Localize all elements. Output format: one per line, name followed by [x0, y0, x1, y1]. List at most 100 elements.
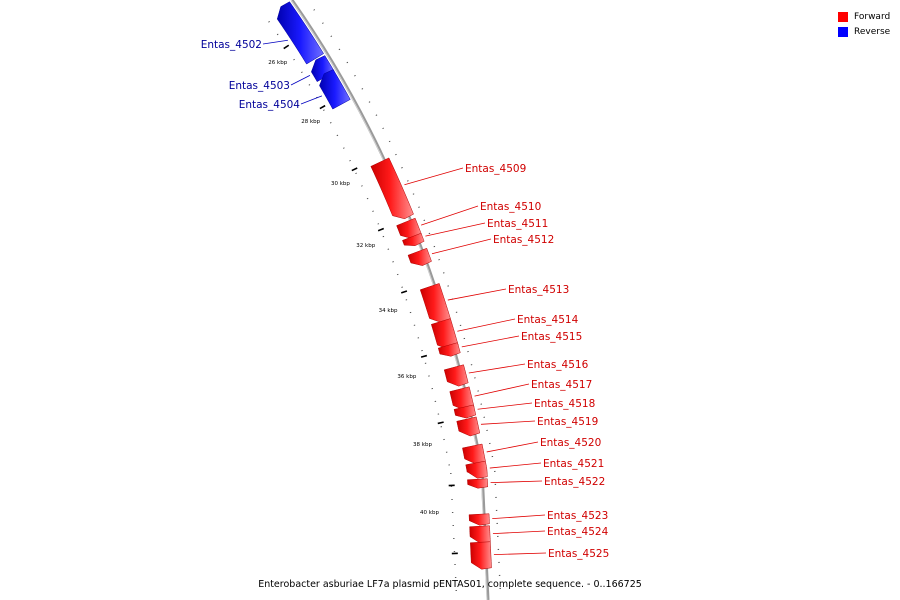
plasmid-backbone-highlight [290, 0, 488, 600]
minor-tick [268, 21, 270, 23]
gene-features [276, 1, 492, 570]
gene-entas-4522 [467, 478, 489, 489]
gene-leader-line [493, 552, 547, 556]
gene-label: Entas_4522 [544, 476, 605, 488]
minor-tick [401, 167, 403, 169]
gene-entas-4525 [470, 541, 492, 570]
gene-label: Entas_4518 [534, 398, 595, 410]
minor-tick [361, 185, 363, 187]
gene-entas-4516 [443, 364, 469, 387]
gene-label: Entas_4504 [239, 99, 301, 111]
minor-tick [375, 114, 378, 116]
gene-leader-line [421, 205, 479, 226]
gene-entas-4502 [276, 1, 324, 65]
gene-entas-4512 [407, 247, 432, 266]
minor-tick [322, 22, 324, 24]
major-tick [283, 44, 290, 50]
axis-tick-label: 26 kbp [268, 60, 287, 66]
gene-leader-line [477, 402, 533, 410]
minor-tick [313, 9, 316, 11]
axis-ticks: 26 kbp 28 kbp 30 kbp 32 kbp 34 kbp 36 kbp 38 k… [268, 9, 501, 591]
major-tick [437, 421, 444, 425]
gene-label: Entas_4520 [540, 437, 601, 449]
minor-tick [338, 48, 341, 51]
legend-forward-label: Forward [854, 11, 891, 22]
minor-tick [388, 140, 391, 143]
gene-leader-line [492, 514, 546, 520]
axis-tick-label: 40 kbp [420, 510, 439, 516]
minor-tick [323, 109, 325, 111]
minor-tick [361, 88, 364, 90]
gene-entas-4523 [468, 513, 490, 526]
gene-entas-4518 [453, 404, 477, 419]
gene-label: Entas_4519 [537, 416, 598, 428]
gene-entas-4519 [456, 416, 481, 437]
minor-tick [354, 74, 356, 77]
axis-tick-label: 32 kbp [356, 243, 375, 249]
minor-tick [382, 127, 384, 130]
gene-labels: Entas_4502 Entas_4503 Entas_4504 Entas_4509… [201, 39, 610, 560]
minor-tick [293, 58, 295, 61]
major-tick [377, 227, 385, 232]
minor-tick [407, 180, 409, 182]
minor-tick [276, 33, 279, 36]
gene-leader-line [474, 383, 530, 397]
minor-tick [336, 134, 339, 137]
gene-leader-line [492, 530, 546, 535]
gene-leader-line [425, 222, 486, 237]
gene-label: Entas_4516 [527, 359, 589, 371]
gene-label: Entas_4515 [521, 331, 582, 343]
gene-leader-line [447, 288, 507, 301]
minor-tick [308, 84, 311, 86]
minor-tick [329, 122, 332, 124]
minor-tick [412, 193, 415, 195]
gene-leader-line [262, 39, 288, 45]
gene-leader-line [486, 441, 539, 453]
gene-entas-4511 [402, 232, 425, 246]
minor-tick [366, 197, 369, 200]
gene-leader-line [480, 420, 536, 425]
gene-entas-4509 [370, 157, 414, 220]
major-tick [420, 354, 428, 358]
legend-reverse-label: Reverse [854, 26, 891, 37]
gene-leader-line [461, 335, 520, 348]
minor-tick [372, 210, 374, 212]
gene-label: Entas_4511 [487, 218, 548, 230]
gene-label: Entas_4509 [465, 163, 526, 175]
minor-tick [418, 206, 420, 208]
legend-forward: Forward [838, 9, 890, 24]
minor-tick [301, 71, 303, 74]
legend: Forward Reverse [838, 9, 890, 39]
gene-label: Entas_4514 [517, 314, 579, 326]
gene-leader-line [457, 318, 516, 332]
axis-tick-label: 34 kbp [379, 308, 398, 314]
reverse-swatch [838, 26, 848, 37]
map-caption: Enterobacter asburiae LF7a plasmid pENTA… [258, 579, 642, 590]
gene-label: Entas_4512 [493, 234, 554, 246]
minor-tick [382, 235, 385, 238]
axis-tick-label: 38 kbp [413, 442, 432, 448]
gene-label: Entas_4510 [480, 201, 541, 213]
minor-tick [330, 35, 333, 37]
major-tick [400, 290, 408, 294]
minor-tick [346, 61, 349, 64]
gene-leader-line [489, 462, 542, 469]
gene-leader-line [300, 95, 323, 105]
minor-tick [368, 101, 371, 103]
gene-label: Entas_4503 [229, 80, 290, 92]
gene-label: Entas_4513 [508, 284, 569, 296]
plasmid-backbone [290, 0, 490, 600]
gene-label: Entas_4517 [531, 379, 592, 391]
gene-entas-4520 [462, 443, 486, 465]
minor-tick [342, 147, 345, 149]
major-tick [351, 167, 358, 172]
gene-leader-line [468, 363, 526, 374]
gene-label: Entas_4523 [547, 510, 608, 522]
legend-reverse: Reverse [838, 24, 890, 39]
gene-entas-4521 [465, 460, 488, 479]
axis-tick-label: 30 kbp [331, 181, 350, 187]
gene-label: Entas_4502 [201, 39, 262, 51]
gene-entas-4513 [419, 283, 451, 323]
gene-entas-4515 [437, 342, 461, 357]
